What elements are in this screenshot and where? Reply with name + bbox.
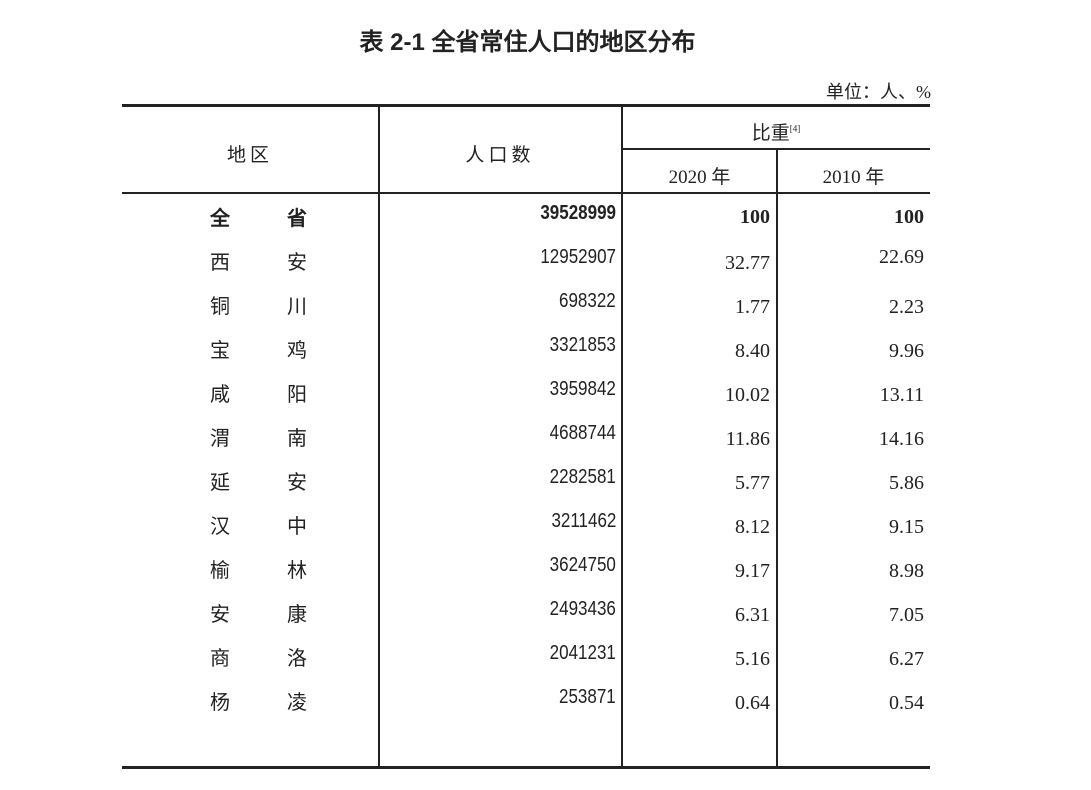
share-2010-cell: 0.54: [889, 692, 924, 714]
share-2020-cell: 11.86: [725, 428, 770, 450]
region-cell: 全 省: [210, 208, 333, 230]
share-2020-cell: 0.64: [735, 692, 770, 714]
share-2020-cell: 1.77: [735, 296, 770, 318]
share-2020-cell: 5.16: [735, 648, 770, 670]
header-region: 地区: [226, 145, 273, 166]
header-population: 人口数: [465, 145, 535, 166]
col-divider: [378, 105, 380, 767]
table-row: 铜 川 698322 1.77 2.23: [122, 290, 930, 334]
bottom-rule: [122, 766, 930, 769]
region-cell: 铜 川: [210, 296, 333, 318]
header-2020: 2020 年: [668, 167, 731, 188]
col-divider: [776, 148, 778, 767]
share-2010-cell: 5.86: [889, 472, 924, 494]
region-cell: 安 康: [210, 604, 333, 626]
table-row: 安 康 2493436 6.31 7.05: [122, 598, 930, 642]
population-cell: 3959842: [549, 378, 616, 400]
share-2020-cell: 8.12: [735, 516, 770, 538]
table-row: 宝 鸡 3321853 8.40 9.96: [122, 334, 930, 378]
region-cell: 榆 林: [210, 560, 333, 582]
share-2010-cell: 22.69: [879, 246, 924, 268]
share-2020-cell: 10.02: [725, 384, 770, 406]
region-cell: 延 安: [210, 472, 333, 494]
share-2010-cell: 2.23: [889, 296, 924, 318]
col-divider: [621, 105, 623, 767]
population-cell: 2282581: [549, 466, 616, 488]
share-2010-cell: 9.96: [889, 340, 924, 362]
share-2010-cell: 7.05: [889, 604, 924, 626]
population-cell: 2493436: [549, 598, 616, 620]
table-row: 咸 阳 3959842 10.02 13.11: [122, 378, 930, 422]
population-cell: 698322: [559, 290, 616, 312]
table-row: 商 洛 2041231 5.16 6.27: [122, 642, 930, 686]
table-row: 汉 中 3211462 8.12 9.15: [122, 510, 930, 554]
population-cell: 39528999: [540, 202, 616, 224]
share-2020-cell: 9.17: [735, 560, 770, 582]
share-2010-cell: 14.16: [879, 428, 924, 450]
table-row: 西 安 12952907 32.77 22.69: [122, 246, 930, 290]
share-2010-cell: 100: [894, 206, 924, 228]
unit-label: 单位：人、%: [826, 82, 931, 102]
population-cell: 4688744: [549, 422, 616, 444]
header-rule: [122, 192, 930, 194]
header-share-label: 比重: [751, 123, 790, 144]
header-2010: 2010 年: [822, 167, 885, 188]
table-row: 渭 南 4688744 11.86 14.16: [122, 422, 930, 466]
region-cell: 汉 中: [210, 516, 333, 538]
region-cell: 渭 南: [210, 428, 333, 450]
population-cell: 3211462: [551, 510, 616, 532]
region-cell: 杨 凌: [210, 692, 333, 714]
share-2010-cell: 8.98: [889, 560, 924, 582]
share-2020-cell: 100: [740, 206, 770, 228]
share-2020-cell: 8.40: [735, 340, 770, 362]
population-cell: 3624750: [549, 554, 616, 576]
table-row: 延 安 2282581 5.77 5.86: [122, 466, 930, 510]
population-cell: 3321853: [549, 334, 616, 356]
share-2020-cell: 5.77: [735, 472, 770, 494]
table-title: 表 2-1 全省常住人口的地区分布: [359, 29, 696, 56]
share-2010-cell: 6.27: [889, 648, 924, 670]
population-cell: 253871: [559, 686, 616, 708]
region-cell: 西 安: [210, 252, 333, 274]
header-share: 比重[4]: [622, 118, 930, 145]
table-row: 全 省 39528999 100 100: [122, 202, 930, 246]
population-cell: 2041231: [549, 642, 616, 664]
share-2010-cell: 13.11: [879, 384, 924, 406]
table-row: 杨 凌 253871 0.64 0.54: [122, 686, 930, 730]
top-rule: [122, 104, 930, 107]
share-2020-cell: 32.77: [725, 252, 770, 274]
region-cell: 咸 阳: [210, 384, 333, 406]
footnote-ref: [4]: [789, 123, 801, 134]
region-cell: 商 洛: [210, 648, 333, 670]
share-2010-cell: 9.15: [889, 516, 924, 538]
table-row: 榆 林 3624750 9.17 8.98: [122, 554, 930, 598]
share-2020-cell: 6.31: [735, 604, 770, 626]
region-cell: 宝 鸡: [210, 340, 333, 362]
population-cell: 12952907: [540, 246, 616, 268]
